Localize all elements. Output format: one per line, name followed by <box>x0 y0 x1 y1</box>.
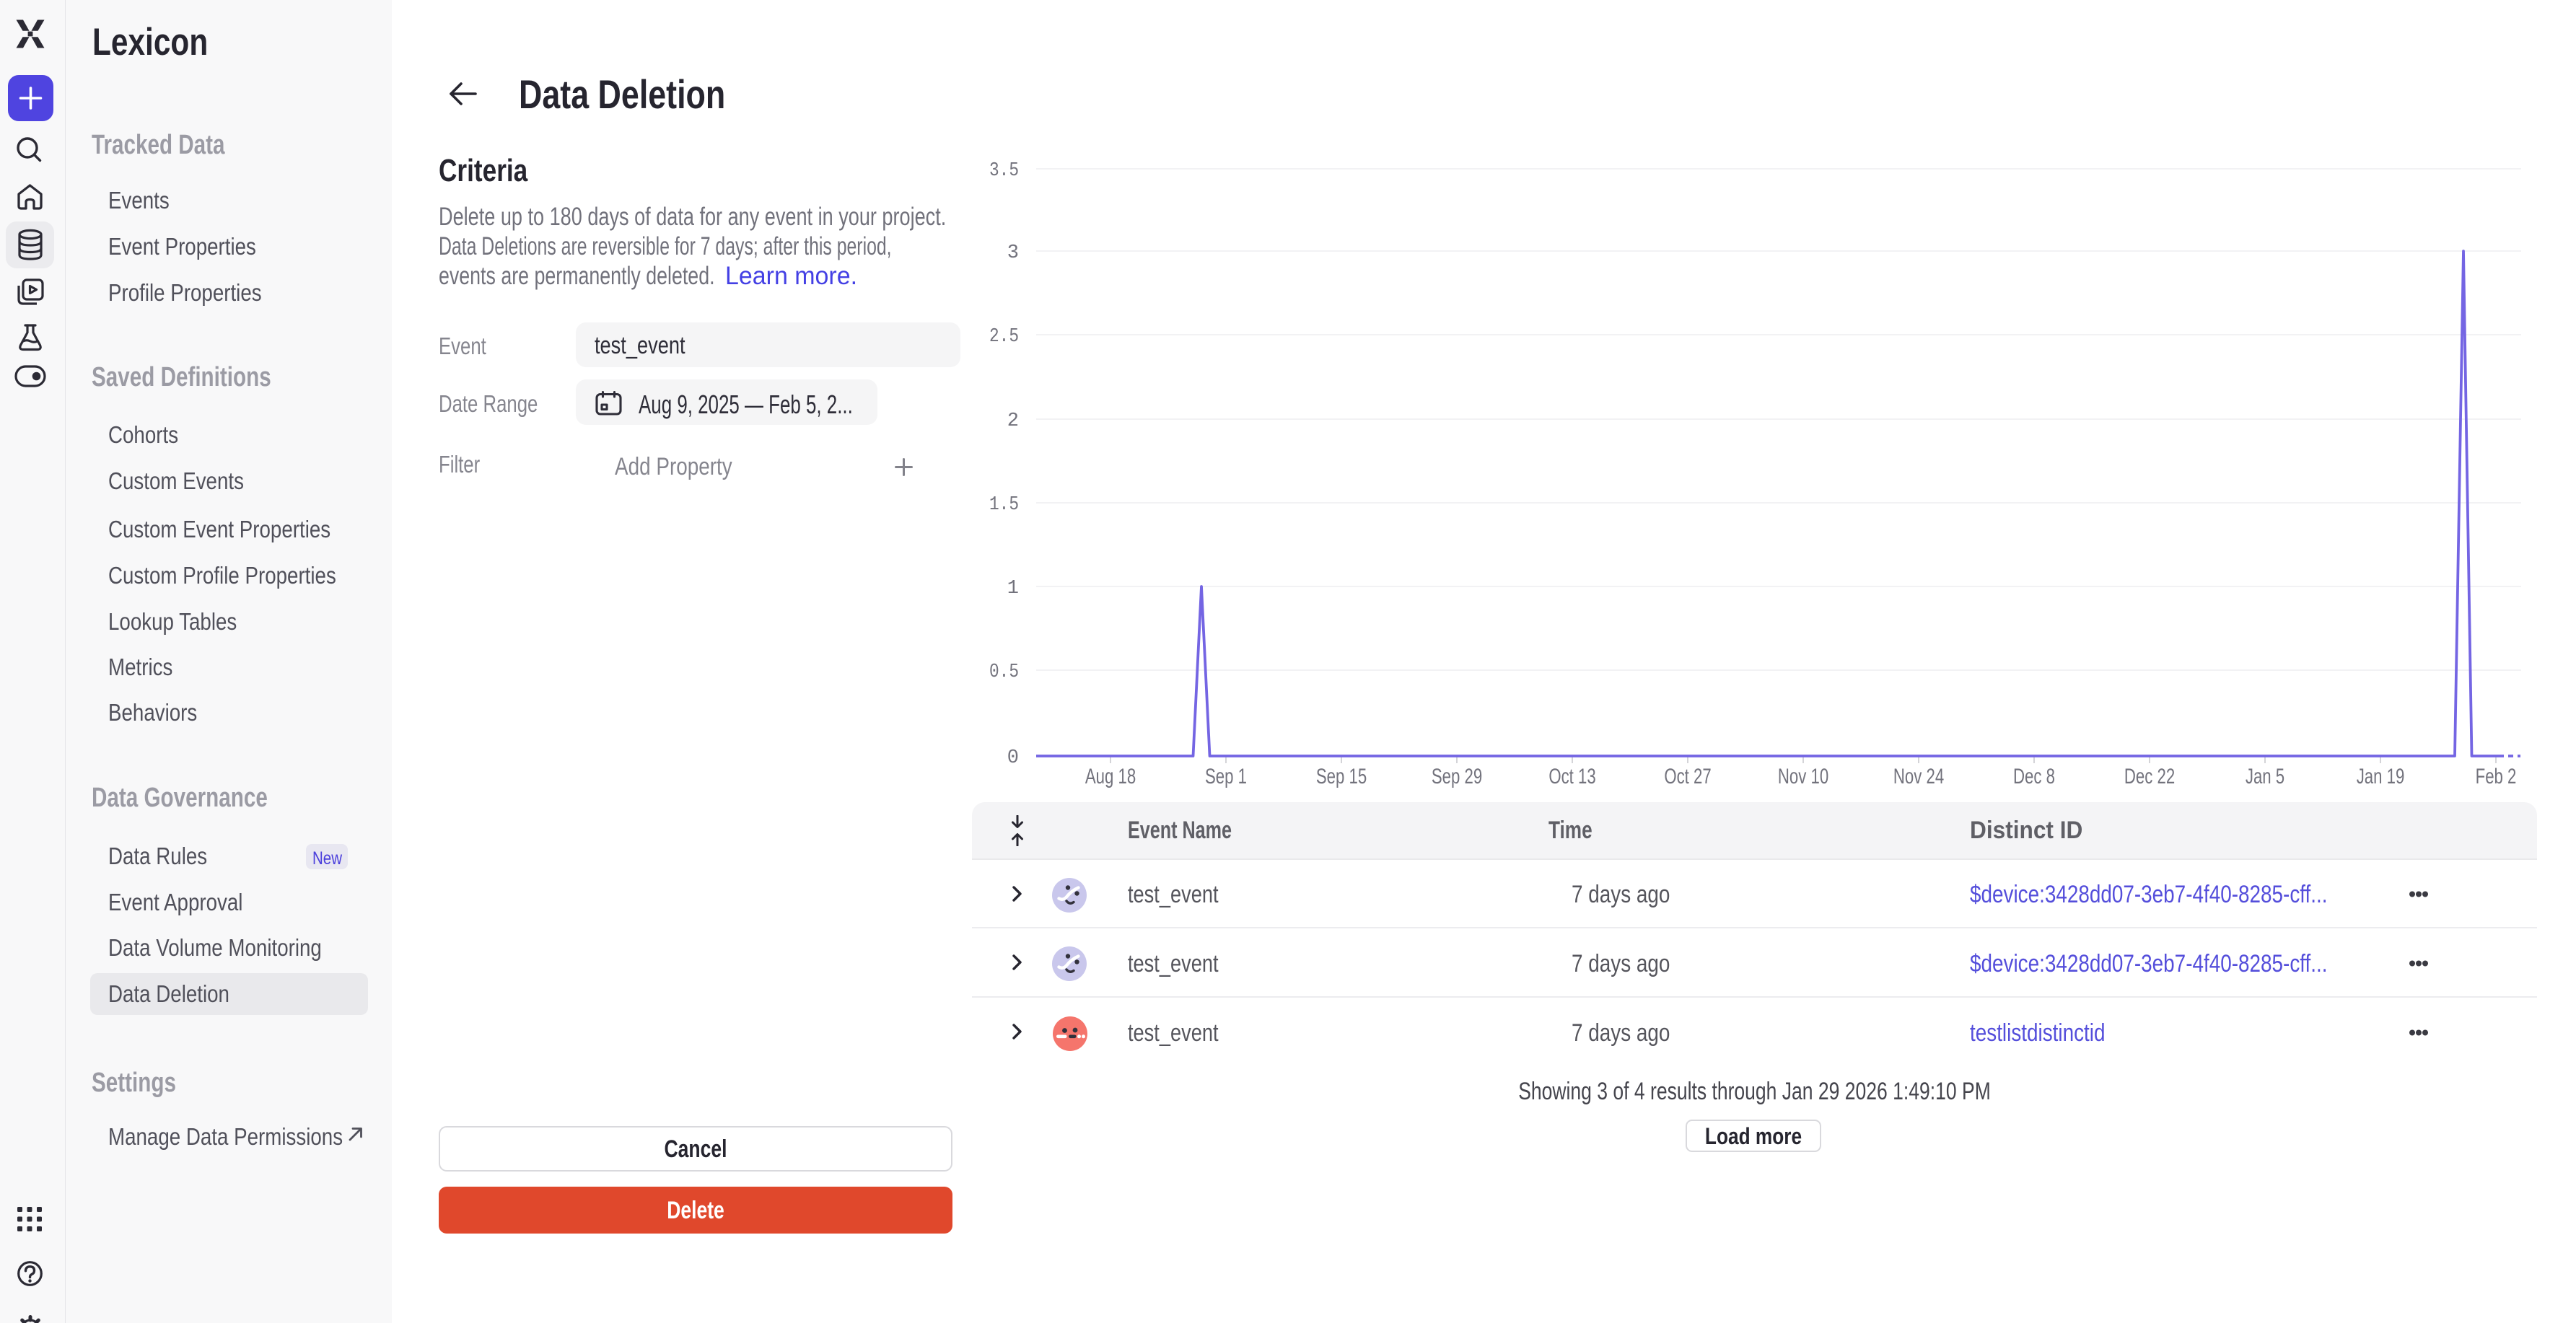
svg-text:3: 3 <box>1007 242 1019 264</box>
svg-text:Nov 10: Nov 10 <box>1778 764 1828 788</box>
svg-text:1: 1 <box>1007 578 1019 599</box>
svg-text:Sep 1: Sep 1 <box>1205 764 1247 788</box>
svg-text:Feb 2: Feb 2 <box>2476 764 2517 788</box>
svg-text:Dec 8: Dec 8 <box>2013 764 2055 788</box>
svg-text:0: 0 <box>1007 747 1019 769</box>
svg-text:Oct 13: Oct 13 <box>1548 764 1595 788</box>
svg-text:Jan 19: Jan 19 <box>2357 764 2405 788</box>
svg-text:1.5: 1.5 <box>989 494 1019 516</box>
svg-text:Nov 24: Nov 24 <box>1893 764 1944 788</box>
svg-text:Aug 18: Aug 18 <box>1085 764 1136 788</box>
svg-text:0.5: 0.5 <box>989 662 1019 683</box>
svg-text:Sep 29: Sep 29 <box>1432 764 1482 788</box>
svg-text:Oct 27: Oct 27 <box>1664 764 1711 788</box>
svg-text:Sep 15: Sep 15 <box>1316 764 1367 788</box>
svg-text:Dec 22: Dec 22 <box>2124 764 2175 788</box>
svg-text:2.5: 2.5 <box>989 326 1019 348</box>
svg-text:3.5: 3.5 <box>989 160 1019 182</box>
svg-text:2: 2 <box>1007 410 1019 432</box>
svg-text:Jan 5: Jan 5 <box>2246 764 2284 788</box>
